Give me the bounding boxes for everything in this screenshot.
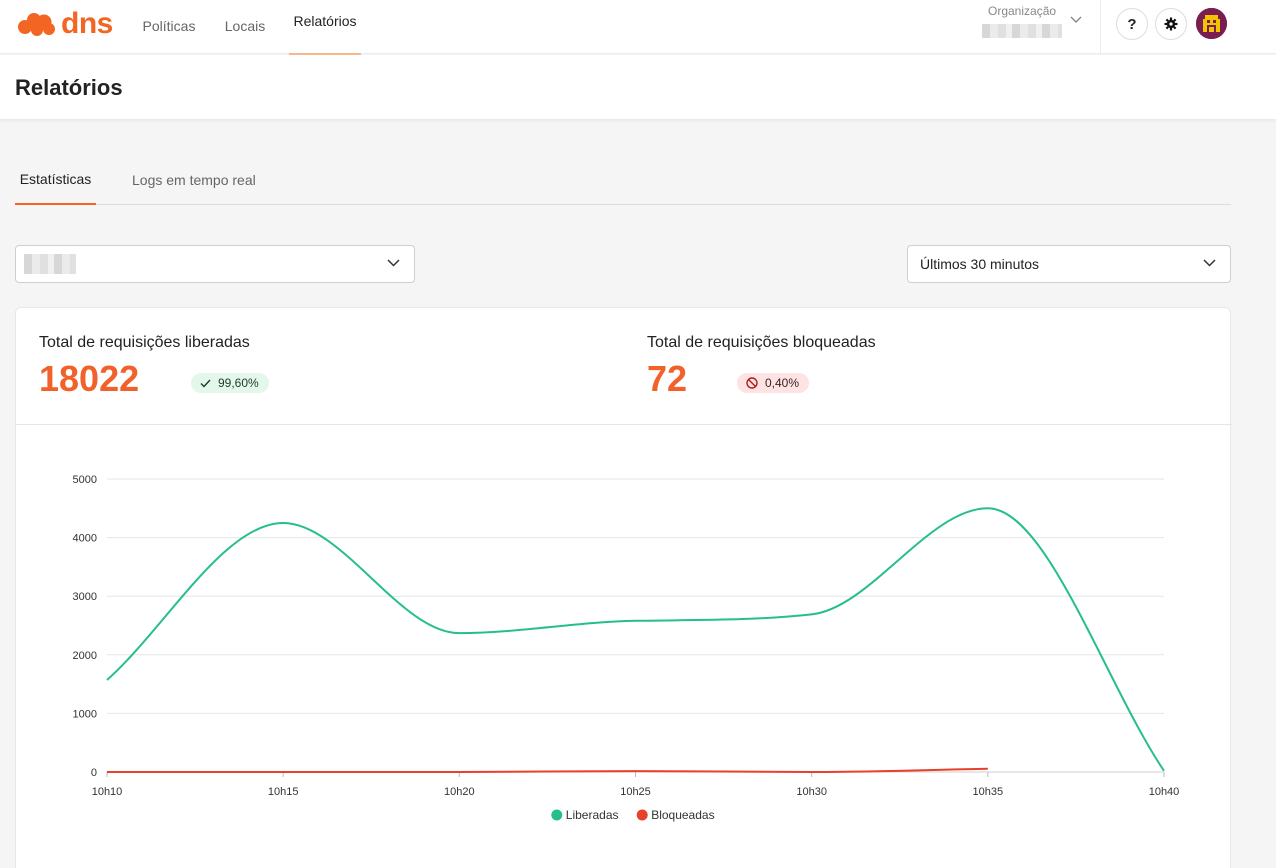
y-tick-label: 4000 [73, 533, 97, 545]
nav-politicas[interactable]: Políticas [142, 18, 196, 34]
navbar-divider [1100, 0, 1101, 54]
time-range-select[interactable]: Últimos 30 minutos [907, 245, 1231, 283]
help-button[interactable]: ? [1116, 8, 1148, 40]
organization-selector[interactable]: Organização [982, 4, 1087, 44]
x-tick-label: 10h30 [796, 786, 827, 798]
user-avatar[interactable] [1196, 8, 1227, 39]
legend-marker-bloqueadas [636, 809, 648, 821]
stats-card: Total de requisições liberadas 18022 99,… [15, 307, 1232, 868]
top-navbar: dns Políticas Locais Relatórios Organiza… [0, 0, 1276, 55]
help-icon: ? [1127, 15, 1137, 33]
allowed-total-value: 18022 [39, 358, 140, 399]
requests-line-chart: 0 1000 2000 3000 4000 5000 10h10 10h15 10h20 10h2… [73, 474, 1180, 822]
brand-cloud-icon [18, 13, 55, 36]
tab-logs-tempo-real[interactable]: Logs em tempo real [132, 172, 256, 188]
blocked-total-label: Total de requisições bloqueadas [647, 334, 876, 351]
gear-icon [1164, 17, 1178, 31]
organization-label: Organização [988, 4, 1057, 18]
chevron-down-icon [1203, 259, 1216, 267]
legend-label-liberadas: Liberadas [566, 808, 619, 822]
x-tick-label: 10h10 [92, 786, 123, 798]
x-tick-label: 10h20 [444, 786, 475, 798]
allowed-percent-badge: 99,60% [191, 373, 269, 393]
brand-logo[interactable]: dns [17, 9, 113, 39]
page-title: Relatórios [15, 75, 123, 100]
y-tick-label: 5000 [73, 474, 97, 486]
x-tick-label: 10h35 [973, 786, 1004, 798]
nav-relatorios[interactable]: Relatórios [289, 0, 361, 55]
location-value-redacted [24, 254, 76, 274]
blocked-percent-badge: 0,40% [737, 373, 810, 393]
nav-locais[interactable]: Locais [224, 18, 266, 34]
legend-marker-liberadas [551, 809, 563, 821]
chevron-down-icon [387, 259, 400, 267]
block-icon [746, 377, 758, 389]
y-tick-label: 2000 [73, 650, 97, 662]
location-select[interactable] [15, 245, 415, 283]
avatar-pixel-icon [1196, 8, 1227, 39]
card-divider [16, 424, 1232, 425]
time-range-value: Últimos 30 minutos [920, 256, 1040, 272]
series-line-bloqueadas [107, 767, 988, 774]
legend-label-bloqueadas: Bloqueadas [651, 808, 714, 822]
report-tabs: Estatísticas Logs em tempo real [15, 155, 1231, 205]
check-icon [200, 379, 211, 388]
x-tick-label: 10h40 [1149, 786, 1180, 798]
page-header: Relatórios [0, 55, 1276, 119]
settings-button[interactable] [1155, 8, 1187, 40]
organization-name-redacted [982, 24, 1062, 38]
chevron-down-icon [1070, 16, 1082, 23]
brand-name: dns [61, 7, 113, 40]
x-tick-label: 10h15 [268, 786, 299, 798]
x-tick-label: 10h25 [620, 786, 651, 798]
y-tick-label: 3000 [73, 591, 97, 603]
y-tick-label: 0 [91, 767, 97, 779]
y-tick-label: 1000 [73, 708, 97, 720]
allowed-total-label: Total de requisições liberadas [39, 334, 250, 351]
tab-estatisticas[interactable]: Estatísticas [15, 155, 96, 205]
blocked-total-value: 72 [647, 358, 688, 399]
series-line-liberadas [106, 507, 1165, 772]
